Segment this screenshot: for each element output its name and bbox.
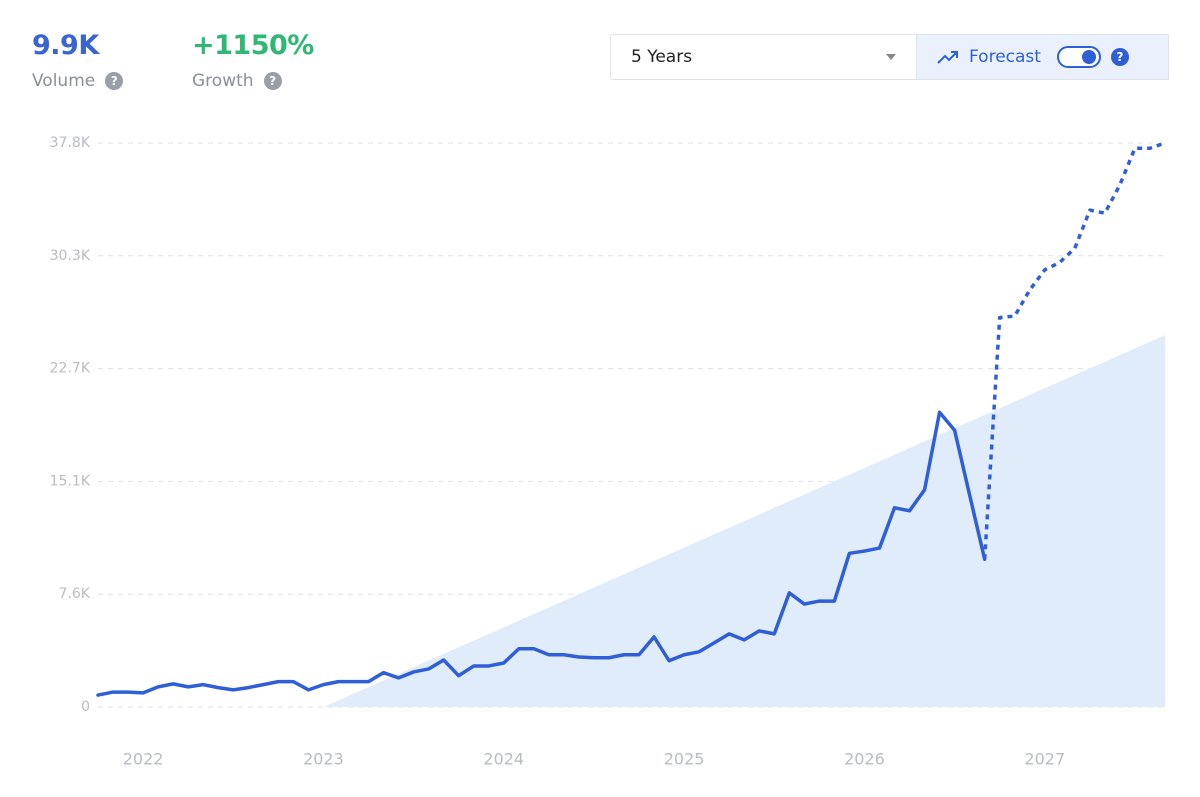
y-tick-label: 37.8K [50,135,91,151]
help-icon[interactable]: ? [263,72,282,90]
growth-value: +1150% [192,30,314,61]
y-tick-label: 0 [81,699,90,715]
period-dropdown[interactable]: 5 Years [610,34,917,80]
y-tick-label: 15.1K [50,473,91,489]
y-tick-label: 22.7K [50,361,91,377]
caret [886,54,896,60]
volume-stat: 9.9K Volume? [32,30,124,91]
x-tick-label: 2025 [664,750,705,769]
help-icon[interactable]: ? [105,72,124,90]
y-tick-label: 30.3K [50,248,91,264]
x-tick-label: 2022 [123,750,164,769]
help-icon[interactable]: ? [1110,48,1129,66]
x-tick-label: 2027 [1024,750,1065,769]
volume-line [96,410,987,697]
volume-value: 9.9K [32,30,99,61]
y-tick-label: 7.6K [59,586,91,602]
volume-label: Volume [32,71,96,91]
x-tick-label: 2024 [483,750,524,769]
growth-label: Growth [192,71,254,91]
trend-icon [937,51,958,64]
forecast-label: Forecast [969,47,1041,67]
trend-area [323,335,1165,707]
volume-label-row: Volume? [32,71,124,91]
period-text: 5 Years [631,47,693,67]
growth-label-row: Growth? [192,71,314,91]
x-tick-label: 2026 [844,750,885,769]
x-tick-label: 2023 [303,750,344,769]
forecast-toggle-box: Forecast ? [917,34,1169,80]
growth-stat: +1150% Growth? [192,30,314,91]
forecast-switch[interactable] [1056,46,1101,68]
